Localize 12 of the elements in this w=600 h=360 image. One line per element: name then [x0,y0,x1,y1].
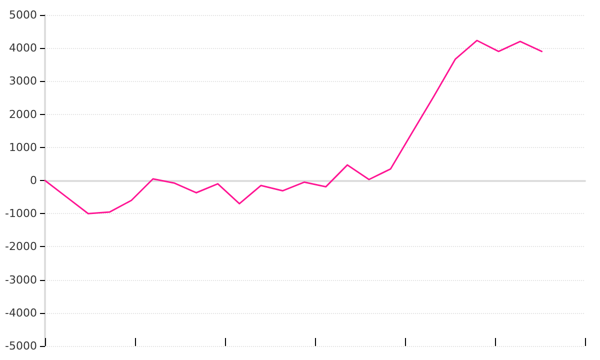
y-tick-label: -1000 [5,207,37,220]
y-tick-label: 4000 [9,42,37,55]
y-tick-label: -4000 [5,306,37,320]
y-tick-label: 1000 [9,140,37,154]
y-tick-label: -3000 [5,273,37,286]
y-tick-label: 3000 [9,74,37,88]
y-tick-label: 5000 [9,8,37,22]
y-tick-label: -2000 [5,240,37,254]
y-tick-label: -5000 [5,340,37,352]
y-tick-label: 0 [30,174,37,187]
line-series [44,40,543,214]
y-tick-label: 2000 [9,108,37,121]
